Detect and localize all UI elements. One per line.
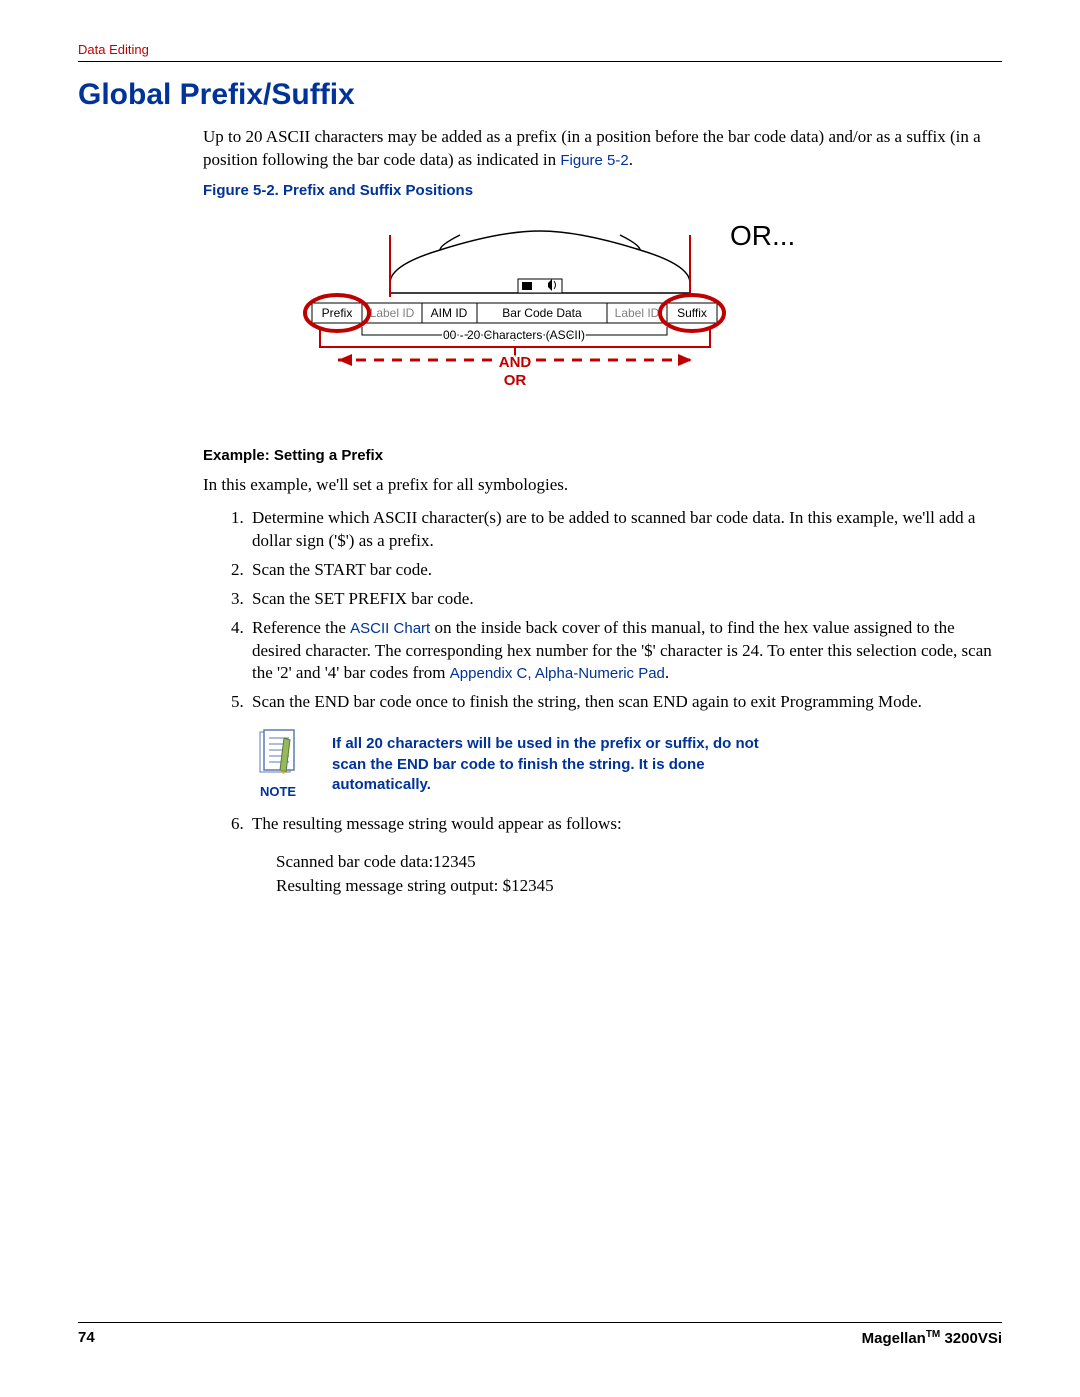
note-label: NOTE: [260, 784, 296, 799]
figure-link[interactable]: Figure 5-2: [560, 152, 628, 169]
example-intro: In this example, we'll set a prefix for …: [203, 474, 1002, 497]
figure-diagram: OR... Prefix Label ID AIM ID Bar Code Da…: [78, 205, 1002, 423]
svg-text:Suffix: Suffix: [677, 306, 707, 320]
step-4: Reference the ASCII Chart on the inside …: [248, 617, 1002, 686]
example-heading: Example: Setting a Prefix: [203, 447, 1002, 464]
or-label: OR...: [730, 220, 795, 251]
note-text: If all 20 characters will be used in the…: [332, 728, 762, 795]
svg-text:00 - 20 Characters (ASCII): 00 - 20 Characters (ASCII): [443, 328, 585, 342]
result-line2: Resulting message string output: $12345: [276, 874, 1002, 898]
ascii-chart-link[interactable]: ASCII Chart: [350, 620, 430, 637]
intro-paragraph: Up to 20 ASCII characters may be added a…: [203, 126, 1002, 172]
result-line1: Scanned bar code data:12345: [276, 850, 1002, 874]
svg-text:AND: AND: [499, 354, 532, 371]
svg-text:AIM ID: AIM ID: [431, 306, 468, 320]
svg-text:Label ID: Label ID: [615, 306, 660, 320]
page-title: Global Prefix/Suffix: [78, 78, 1002, 112]
svg-text:Bar Code Data: Bar Code Data: [502, 306, 582, 320]
step-5: Scan the END bar code once to finish the…: [248, 691, 1002, 714]
step-2: Scan the START bar code.: [248, 559, 1002, 582]
step-1: Determine which ASCII character(s) are t…: [248, 507, 1002, 553]
figure-caption: Figure 5-2. Prefix and Suffix Positions: [203, 182, 1002, 199]
result-block: Scanned bar code data:12345 Resulting me…: [276, 850, 1002, 898]
step-3: Scan the SET PREFIX bar code.: [248, 588, 1002, 611]
svg-text:Label ID: Label ID: [370, 306, 415, 320]
note-icon: [254, 728, 302, 780]
header-breadcrumb: Data Editing: [78, 42, 1002, 62]
step4-post: .: [665, 663, 669, 682]
steps-list-2: The resulting message string would appea…: [248, 813, 1002, 836]
step-6: The resulting message string would appea…: [248, 813, 1002, 836]
intro-after: .: [629, 150, 633, 169]
appendix-link[interactable]: Appendix C, Alpha-Numeric Pad: [450, 665, 665, 682]
footer: 74 MagellanTM 3200VSi: [78, 1322, 1002, 1347]
svg-text:OR: OR: [504, 372, 527, 389]
svg-text:Prefix: Prefix: [322, 306, 353, 320]
steps-list: Determine which ASCII character(s) are t…: [248, 507, 1002, 715]
product-name: MagellanTM 3200VSi: [862, 1329, 1002, 1347]
page-number: 74: [78, 1329, 95, 1347]
note-block: NOTE If all 20 characters will be used i…: [248, 728, 1002, 799]
step4-pre: Reference the: [252, 618, 350, 637]
